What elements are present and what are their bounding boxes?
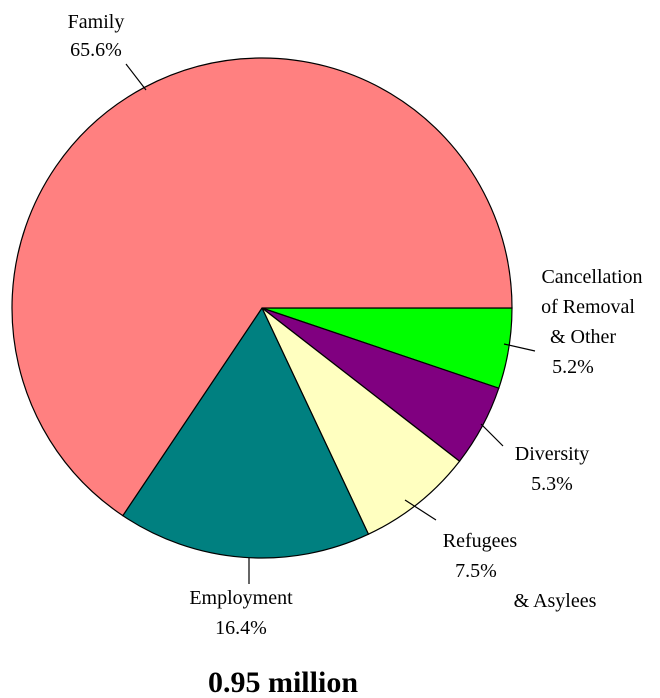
slice-label-cancellation-line3: & Other	[550, 326, 616, 348]
slice-label-cancellation-line2: of Removal	[541, 296, 635, 318]
leader-line-cancellation	[503, 343, 536, 352]
slice-label-diversity: Diversity	[515, 443, 589, 465]
slice-label-employment: Employment	[189, 587, 293, 609]
slice-value-cancellation: 5.2%	[552, 356, 594, 378]
slice-label-family: Family	[68, 11, 125, 33]
leader-line-refugees	[404, 499, 437, 521]
slice-label-refugees: Refugees	[443, 530, 518, 552]
pie-slice-refugees	[261, 307, 461, 536]
leader-lines	[125, 63, 536, 584]
slice-value-refugees: 7.5%	[455, 560, 497, 582]
slice-label-refugees-line2: & Asylees	[514, 590, 597, 612]
leader-line-family	[125, 63, 147, 91]
pie-slices	[11, 57, 513, 559]
leader-line-diversity	[480, 423, 504, 447]
pie-slice-employment	[121, 306, 370, 559]
slice-value-family: 65.6%	[70, 39, 122, 61]
slice-value-diversity: 5.3%	[531, 473, 573, 495]
slice-label-cancellation-line1: Cancellation	[541, 266, 642, 288]
total-label: 0.95 million	[208, 666, 358, 698]
slice-value-employment: 16.4%	[215, 617, 267, 639]
